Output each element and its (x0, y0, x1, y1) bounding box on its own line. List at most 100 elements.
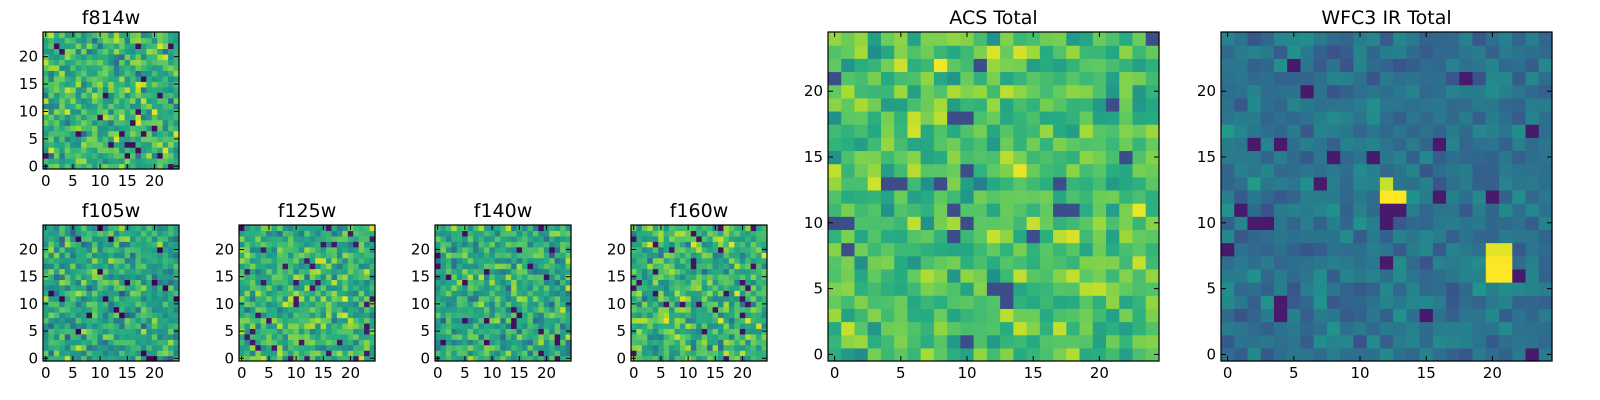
heatmap-cell (119, 42, 126, 50)
heatmap-cell (734, 246, 741, 253)
heatmap-cell (162, 344, 169, 351)
heatmap-cell (739, 246, 746, 253)
heatmap-cell (97, 235, 104, 242)
heatmap-cell (734, 235, 741, 242)
heatmap-cell (113, 97, 120, 104)
heatmap-cell (239, 317, 246, 324)
heatmap-cell (249, 344, 256, 351)
heatmap-cell (445, 252, 452, 259)
heatmap-cell (1260, 282, 1275, 296)
heatmap-cell (723, 306, 730, 313)
heatmap-cell (331, 317, 338, 324)
heatmap-cell (756, 263, 763, 270)
heatmap-cell (1247, 58, 1262, 73)
heatmap-cell (59, 284, 66, 291)
heatmap-cell (1053, 71, 1067, 86)
heatmap-cell (53, 317, 60, 324)
heatmap-cell (162, 48, 169, 55)
heatmap-cell (102, 225, 109, 232)
heatmap-cell (97, 295, 104, 302)
heatmap-cell (728, 350, 735, 357)
heatmap-cell (636, 246, 643, 253)
heatmap-cell (1538, 150, 1553, 165)
heatmap-cell (538, 350, 545, 357)
heatmap-cell (1273, 268, 1288, 283)
heatmap-cell (244, 344, 251, 351)
heatmap-cell (636, 263, 643, 270)
heatmap-cell (70, 86, 77, 93)
heatmap-cell (59, 103, 66, 110)
heatmap-cell (298, 241, 305, 248)
heatmap-cell (636, 284, 643, 291)
heatmap-cell (48, 97, 55, 104)
heatmap-cell (1353, 150, 1368, 165)
heatmap-cell (293, 257, 300, 264)
heatmap-cell (75, 290, 82, 297)
heatmap-cell (140, 48, 147, 55)
heatmap-cell (135, 103, 142, 110)
heatmap-cell (947, 308, 961, 323)
heatmap-cell (1132, 321, 1147, 336)
heatmap-cell (1353, 71, 1368, 86)
heatmap-cell (342, 295, 349, 302)
heatmap-cell (146, 86, 153, 93)
heatmap-cell (331, 263, 338, 270)
heatmap-cell (473, 344, 480, 351)
heatmap-cell (456, 284, 463, 291)
heatmap-cell (1039, 176, 1054, 191)
heatmap-cell (1446, 334, 1460, 349)
heatmap-cell (565, 284, 572, 291)
heatmap-cell (168, 284, 175, 291)
heatmap-cell (538, 257, 545, 264)
heatmap-cell (1366, 203, 1381, 217)
heatmap-cell (119, 70, 126, 77)
heatmap-cell (641, 317, 648, 324)
axes-frame (630, 224, 768, 362)
heatmap-cell (173, 263, 180, 270)
heatmap-cell (135, 246, 142, 253)
heatmap-cell (102, 130, 109, 137)
heatmap-cell (907, 229, 922, 244)
heatmap-cell (554, 235, 561, 242)
heatmap-cell (854, 32, 869, 46)
heatmap-cell (920, 229, 935, 244)
heatmap-cell (108, 125, 115, 132)
heatmap-cell (679, 322, 686, 329)
heatmap-cell (86, 235, 93, 242)
heatmap-cell (750, 333, 757, 340)
heatmap-cell (81, 64, 88, 71)
heatmap-cell (91, 246, 98, 253)
heatmap-cell (750, 235, 757, 242)
heatmap-cell (880, 216, 895, 230)
heatmap-cell (287, 312, 294, 319)
heatmap-cell (707, 295, 714, 302)
heatmap-cell (516, 263, 523, 270)
heatmap-cell (1260, 216, 1275, 230)
heatmap-cell (549, 290, 556, 297)
heatmap-cell (761, 284, 768, 291)
heatmap-cell (43, 125, 50, 132)
heatmap-cell (86, 344, 93, 351)
heatmap-cell (119, 322, 126, 329)
heatmap-cell (1393, 189, 1407, 204)
heatmap-cell (960, 137, 975, 152)
heatmap-cell (478, 312, 485, 319)
heatmap-cell (761, 344, 768, 351)
heatmap-cell (151, 312, 158, 319)
heatmap-cell (146, 97, 153, 104)
heatmap-cell (739, 257, 746, 264)
heatmap-cell (1446, 176, 1460, 191)
heatmap-cell (364, 252, 371, 259)
heatmap-cell (538, 312, 545, 319)
heatmap-cell (1026, 255, 1041, 270)
heatmap-cell (522, 273, 529, 280)
heatmap-cell (718, 263, 725, 270)
heatmap-cell (75, 75, 82, 82)
heatmap-cell (113, 279, 120, 286)
heatmap-cell (119, 268, 126, 275)
heatmap-cell (701, 333, 708, 340)
heatmap-cell (894, 229, 909, 244)
heatmap-cell (113, 246, 120, 253)
